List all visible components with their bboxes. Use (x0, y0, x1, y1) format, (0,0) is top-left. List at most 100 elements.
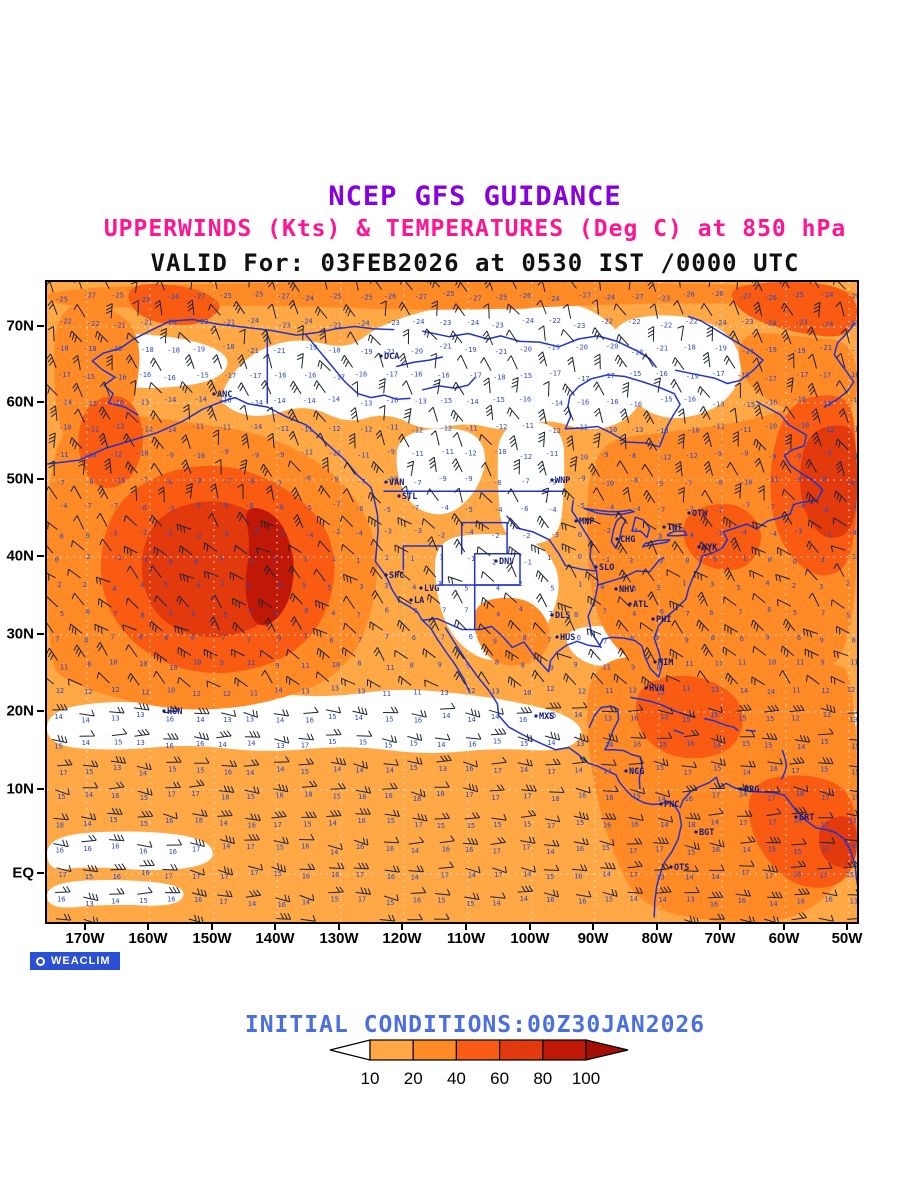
svg-text:16: 16 (712, 846, 720, 854)
svg-text:6: 6 (660, 608, 664, 616)
svg-text:-19: -19 (547, 344, 560, 352)
svg-text:-24: -24 (357, 320, 370, 328)
svg-text:14: 14 (246, 769, 254, 777)
svg-text:16: 16 (384, 792, 392, 800)
svg-text:13: 13 (136, 739, 144, 747)
svg-text:-10: -10 (84, 452, 97, 460)
svg-text:-18: -18 (141, 346, 154, 354)
svg-text:-13: -13 (712, 401, 725, 409)
weaclim-label: WEACLIM (51, 955, 111, 967)
lat-label: 60N (6, 393, 34, 411)
station-label: HVN (649, 684, 664, 694)
svg-text:-14: -14 (466, 398, 479, 406)
svg-text:16: 16 (414, 717, 422, 725)
svg-text:-4: -4 (848, 529, 856, 537)
svg-text:11: 11 (413, 688, 421, 696)
svg-text:-7: -7 (742, 501, 750, 509)
svg-text:11: 11 (850, 659, 857, 667)
svg-text:16: 16 (357, 817, 365, 825)
svg-text:16: 16 (578, 791, 586, 799)
svg-text:15: 15 (359, 739, 367, 747)
svg-text:14: 14 (276, 717, 284, 725)
svg-text:-12: -12 (360, 425, 373, 433)
svg-text:-9: -9 (438, 475, 446, 483)
svg-text:15: 15 (852, 793, 857, 801)
svg-text:17: 17 (630, 871, 638, 879)
svg-text:17: 17 (791, 767, 799, 775)
svg-text:-27: -27 (578, 291, 591, 299)
svg-text:14: 14 (605, 741, 613, 749)
svg-text:2: 2 (492, 559, 496, 567)
svg-text:16: 16 (574, 872, 582, 880)
svg-text:7: 7 (821, 610, 825, 618)
station-label: MXS (539, 712, 554, 722)
svg-text:11: 11 (796, 659, 804, 667)
svg-text:7: 7 (464, 606, 468, 614)
svg-text:-10: -10 (605, 426, 618, 434)
svg-text:-9: -9 (548, 479, 556, 487)
svg-text:14: 14 (333, 765, 341, 773)
svg-text:-11: -11 (56, 451, 69, 459)
svg-text:16: 16 (442, 846, 450, 854)
svg-text:-15: -15 (82, 373, 95, 381)
svg-text:15: 15 (384, 742, 392, 750)
svg-text:-8: -8 (245, 502, 253, 510)
station-label: VAN (389, 478, 404, 488)
svg-text:7: 7 (247, 636, 251, 644)
svg-text:17: 17 (822, 845, 830, 853)
svg-text:-9: -9 (166, 452, 174, 460)
svg-text:9: 9 (655, 634, 659, 642)
valid-time-line: VALID For: 03FEB2026 at 0530 IST /0000 U… (150, 249, 800, 277)
axis-tick (274, 923, 276, 930)
svg-text:13: 13 (850, 898, 857, 906)
svg-text:-25: -25 (442, 290, 455, 298)
svg-text:-8: -8 (303, 475, 311, 483)
svg-text:5: 5 (248, 608, 252, 616)
svg-text:14: 14 (769, 900, 777, 908)
svg-text:16: 16 (356, 843, 364, 851)
svg-text:8: 8 (87, 660, 91, 668)
svg-text:17: 17 (494, 871, 502, 879)
svg-text:-21: -21 (273, 347, 286, 355)
lon-label: 160W (128, 930, 168, 947)
svg-text:11: 11 (247, 659, 255, 667)
svg-text:-19: -19 (193, 346, 206, 354)
svg-text:6: 6 (86, 608, 90, 616)
svg-text:-19: -19 (793, 347, 806, 355)
svg-text:-10: -10 (656, 427, 669, 435)
svg-text:1: 1 (743, 555, 747, 563)
lat-label: EQ (12, 864, 34, 882)
svg-text:-23: -23 (795, 318, 808, 326)
svg-text:-1: -1 (113, 554, 121, 562)
svg-text:-8: -8 (715, 479, 723, 487)
svg-text:13: 13 (440, 689, 448, 697)
svg-text:-9: -9 (330, 475, 338, 483)
svg-text:-18: -18 (84, 345, 97, 353)
svg-text:-18: -18 (167, 346, 180, 354)
svg-text:16: 16 (248, 821, 256, 829)
svg-text:15: 15 (523, 820, 531, 828)
svg-text:-23: -23 (439, 319, 452, 327)
station-label: NCG (629, 767, 644, 777)
lat-label: 50N (6, 470, 34, 488)
svg-text:3: 3 (245, 582, 249, 590)
lon-label: 90W (577, 930, 609, 947)
lat-label: 30N (6, 625, 34, 643)
svg-text:15: 15 (687, 848, 695, 856)
svg-text:-6: -6 (276, 504, 284, 512)
svg-text:3: 3 (359, 583, 363, 591)
svg-text:-16: -16 (793, 396, 806, 404)
svg-text:7: 7 (385, 633, 389, 641)
svg-text:-11: -11 (192, 423, 205, 431)
svg-text:2: 2 (86, 553, 90, 561)
svg-text:-7: -7 (714, 506, 722, 514)
svg-text:-7: -7 (110, 502, 118, 510)
svg-text:17: 17 (767, 795, 775, 803)
svg-text:9: 9 (277, 635, 281, 643)
svg-text:-12: -12 (685, 452, 698, 460)
svg-text:17: 17 (494, 767, 502, 775)
svg-text:15: 15 (768, 846, 776, 854)
svg-text:7: 7 (441, 634, 445, 642)
svg-text:-14: -14 (849, 396, 857, 404)
svg-text:4: 4 (632, 610, 636, 618)
